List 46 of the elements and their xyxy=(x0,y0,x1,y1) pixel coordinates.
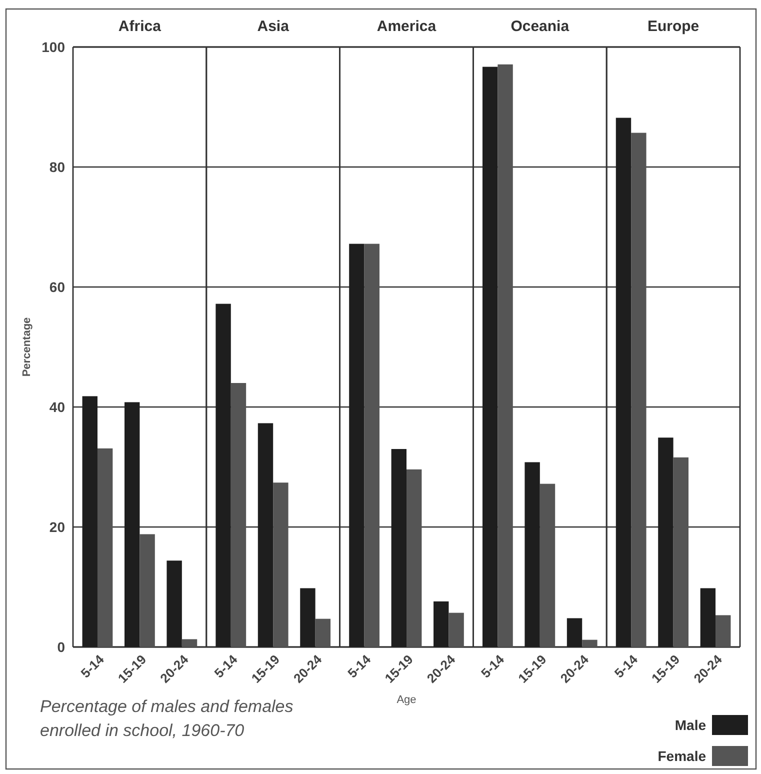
bar xyxy=(349,244,364,647)
bar xyxy=(82,396,98,647)
chart-title: Europe xyxy=(647,18,700,35)
bar xyxy=(566,618,582,647)
bar xyxy=(258,423,274,647)
bar xyxy=(182,639,198,647)
bar xyxy=(498,64,513,647)
text: Percentage of males and females enrolled in school, 1960-70 xyxy=(40,697,294,740)
bar xyxy=(166,560,182,647)
bar xyxy=(540,484,556,647)
y-tick-label: 40 xyxy=(49,398,66,415)
bar xyxy=(406,469,422,647)
bar xyxy=(434,601,449,647)
bar xyxy=(364,244,380,647)
bar xyxy=(124,402,140,647)
bar xyxy=(582,640,598,647)
y-tick-label: 60 xyxy=(49,278,66,295)
bar xyxy=(230,383,246,647)
bar xyxy=(616,118,632,647)
legend-label: Female xyxy=(658,748,706,764)
bar xyxy=(658,438,674,647)
bar xyxy=(300,588,316,647)
chart-title: Asia xyxy=(257,18,290,35)
y-axis-title: Percentage xyxy=(21,317,33,377)
bar xyxy=(97,448,113,647)
bar xyxy=(391,449,406,647)
bar xyxy=(140,534,155,647)
x-axis-title: Age xyxy=(396,694,416,706)
legend-label: Male xyxy=(674,716,706,733)
chart-title: Oceania xyxy=(510,18,570,35)
y-tick-label: 100 xyxy=(42,38,66,55)
bar xyxy=(216,304,231,647)
bar xyxy=(482,66,498,647)
y-tick-label: 0 xyxy=(57,638,66,655)
y-tick-label: 20 xyxy=(49,518,66,535)
bar xyxy=(448,612,464,647)
y-tick-label: 80 xyxy=(49,158,66,175)
bar xyxy=(273,482,288,647)
bar xyxy=(524,462,540,647)
bar xyxy=(716,615,731,647)
chart-title: America xyxy=(376,18,437,35)
bar xyxy=(700,588,716,647)
bar xyxy=(315,618,331,647)
bar xyxy=(673,457,688,647)
chart-title: Africa xyxy=(118,18,162,35)
bar xyxy=(631,132,646,647)
